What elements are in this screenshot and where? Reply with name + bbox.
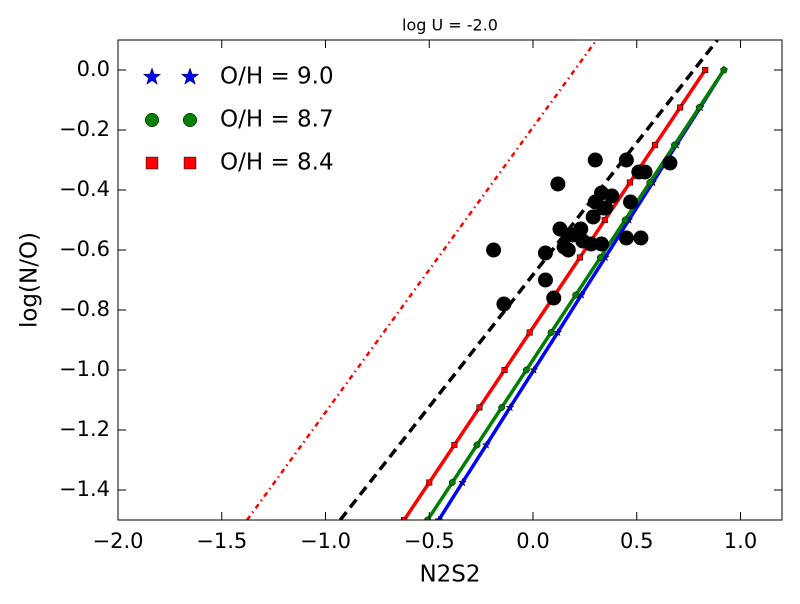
data-point <box>585 209 601 225</box>
x-tick-label: 0.5 <box>620 529 653 553</box>
legend-label: O/H = 8.4 <box>220 150 334 176</box>
square-marker <box>476 404 483 411</box>
circle-marker <box>695 104 703 111</box>
star-marker <box>529 365 539 374</box>
circle-marker <box>498 404 506 411</box>
star-marker <box>457 477 467 487</box>
data-point <box>486 242 502 258</box>
square-marker <box>426 479 433 486</box>
square-marker <box>526 329 533 336</box>
y-tick-label: −1.0 <box>59 357 110 381</box>
x-tick-label: 0.0 <box>516 529 549 553</box>
y-tick-label: −1.4 <box>59 477 110 501</box>
circle-marker <box>144 112 160 128</box>
y-tick-label: −0.8 <box>59 297 110 321</box>
plot-area <box>246 40 729 520</box>
y-axis-label: log(N/O) <box>17 232 43 328</box>
legend: O/H = 9.0 O/H = 8.7 O/H = 8.4 <box>142 64 334 176</box>
square-marker <box>651 141 659 149</box>
star-marker <box>180 67 200 85</box>
legend-label: O/H = 9.0 <box>220 64 334 90</box>
star-marker <box>434 515 444 520</box>
y-tick-label: 0.0 <box>77 57 110 81</box>
legend-label: O/H = 8.7 <box>220 107 334 133</box>
star-marker <box>481 440 491 449</box>
x-tick-label: −0.5 <box>404 529 455 553</box>
square-marker <box>601 216 608 224</box>
circle-marker <box>448 479 456 486</box>
square-marker <box>501 366 508 374</box>
data-point <box>573 221 589 237</box>
circle-marker <box>596 254 604 261</box>
square-marker <box>145 156 159 170</box>
y-tick-label: −0.6 <box>59 237 110 261</box>
data-point <box>662 155 678 171</box>
data-point <box>637 164 653 180</box>
data-point <box>618 152 634 168</box>
data-point <box>496 296 512 312</box>
y-tick-label: −0.4 <box>59 177 110 201</box>
star-marker <box>505 402 515 412</box>
data-point <box>583 236 599 252</box>
circle-marker <box>522 366 530 374</box>
circle-marker <box>646 179 654 186</box>
circle-marker <box>182 112 198 128</box>
square-marker <box>702 66 709 74</box>
x-axis-label: N2S2 <box>419 562 480 588</box>
data-point <box>623 194 639 210</box>
star-marker <box>553 327 563 337</box>
circle-marker <box>473 441 481 449</box>
square-marker <box>451 441 458 449</box>
chart-title: log U = -2.0 <box>402 16 498 35</box>
data-point <box>587 152 603 168</box>
square-marker <box>677 104 684 111</box>
square-marker <box>183 156 197 170</box>
square-marker <box>626 179 633 186</box>
data-point <box>593 236 609 252</box>
data-point <box>550 176 566 192</box>
data-point <box>546 290 562 306</box>
axes-frame <box>117 39 783 521</box>
circle-marker <box>572 291 580 299</box>
x-tick-label: −2.0 <box>93 529 144 553</box>
circle-marker <box>621 216 629 224</box>
data-point <box>633 230 649 246</box>
square-marker <box>576 254 583 261</box>
data-point <box>537 272 553 288</box>
series-line <box>338 40 719 520</box>
data-point <box>618 230 634 246</box>
x-tick-label: −1.0 <box>300 529 351 553</box>
circle-marker <box>671 141 678 149</box>
star-marker <box>142 67 162 85</box>
data-point <box>537 245 553 261</box>
data-point <box>560 242 576 258</box>
y-tick-label: −0.2 <box>59 117 110 141</box>
x-tick-label: 1.0 <box>724 529 757 553</box>
x-tick-label: −1.5 <box>196 529 247 553</box>
data-point <box>604 188 620 204</box>
square-marker <box>401 516 408 520</box>
circle-marker <box>720 66 728 74</box>
data-point <box>598 200 614 216</box>
circle-marker <box>547 329 555 336</box>
y-tick-label: −1.2 <box>59 417 110 441</box>
series-line <box>246 40 598 520</box>
